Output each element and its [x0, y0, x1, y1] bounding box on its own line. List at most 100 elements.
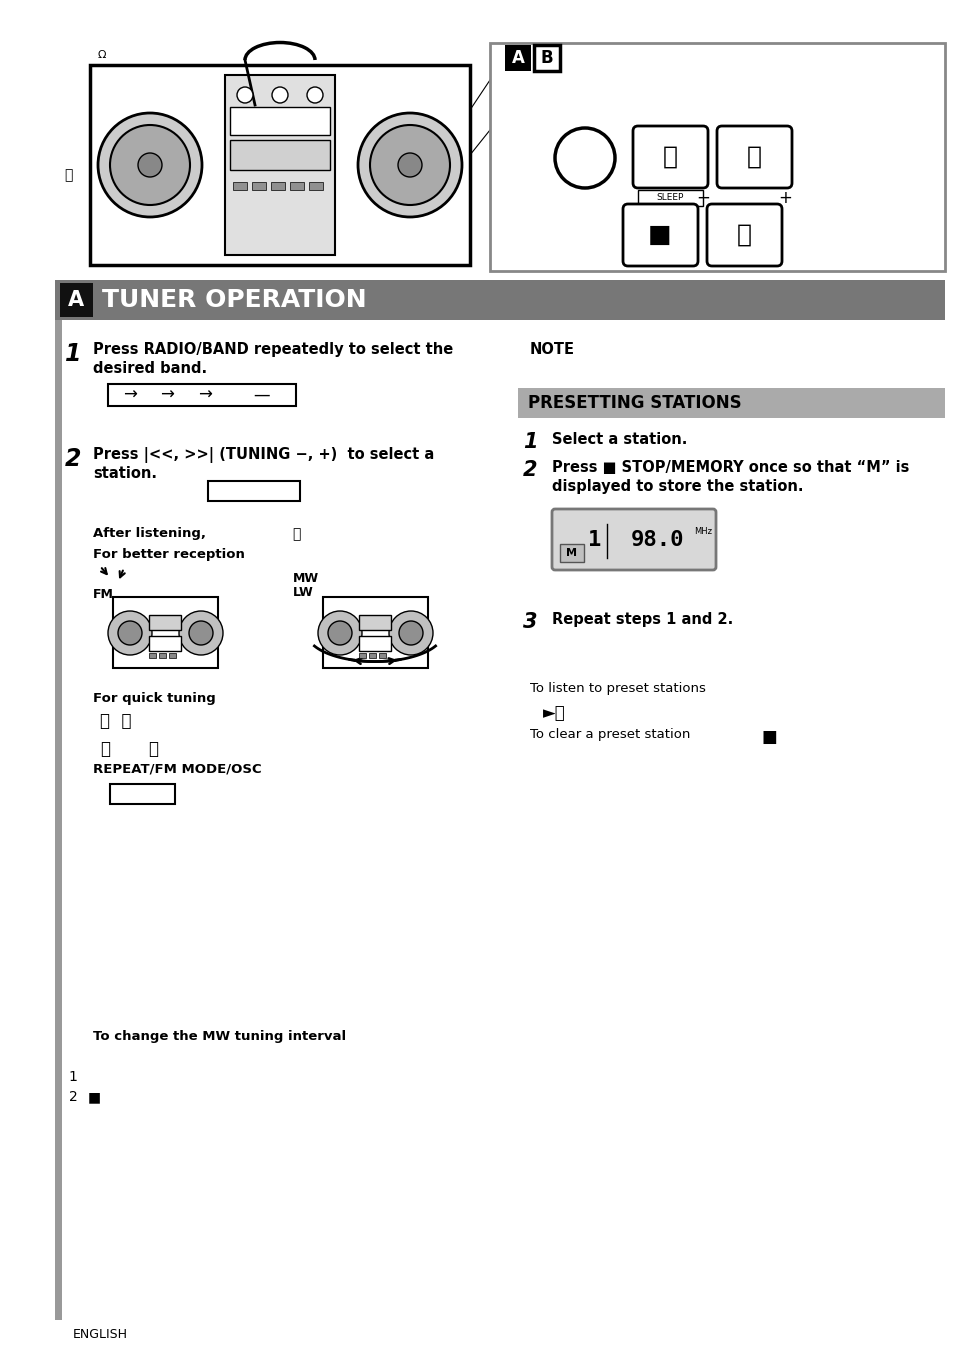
- Text: FM: FM: [92, 588, 113, 601]
- FancyBboxPatch shape: [552, 509, 716, 570]
- Text: ⏭: ⏭: [745, 145, 760, 169]
- Circle shape: [389, 611, 433, 655]
- Bar: [638, 190, 702, 205]
- Bar: [559, 544, 583, 562]
- Text: 1: 1: [588, 530, 601, 550]
- Bar: [169, 653, 175, 658]
- Text: A: A: [511, 49, 524, 68]
- Text: To clear a preset station: To clear a preset station: [530, 728, 690, 740]
- Bar: [230, 141, 330, 170]
- Circle shape: [189, 621, 213, 644]
- Bar: [55, 280, 944, 320]
- Bar: [517, 388, 944, 417]
- Bar: [309, 182, 323, 190]
- Circle shape: [307, 86, 323, 103]
- Text: ⏯: ⏯: [736, 223, 751, 247]
- Text: 1: 1: [65, 342, 81, 366]
- Text: For quick tuning: For quick tuning: [92, 692, 215, 705]
- Circle shape: [272, 86, 288, 103]
- Bar: [60, 282, 92, 317]
- Text: ■: ■: [647, 223, 671, 247]
- Bar: [233, 182, 247, 190]
- Bar: [369, 653, 375, 658]
- Bar: [358, 636, 391, 651]
- Text: LW: LW: [293, 586, 314, 598]
- Text: To change the MW tuning interval: To change the MW tuning interval: [92, 1029, 346, 1043]
- Text: desired band.: desired band.: [92, 361, 207, 376]
- Text: 2: 2: [69, 1090, 77, 1104]
- Text: ⏮: ⏮: [100, 740, 110, 758]
- Text: 3: 3: [522, 612, 537, 632]
- Text: →: →: [198, 386, 212, 404]
- Text: After listening,: After listening,: [92, 527, 206, 540]
- Bar: [159, 653, 166, 658]
- Text: →: →: [123, 386, 137, 404]
- Text: REPEAT/FM MODE/OSC: REPEAT/FM MODE/OSC: [92, 762, 261, 775]
- Text: Select a station.: Select a station.: [552, 432, 687, 447]
- Text: ■: ■: [88, 1090, 101, 1104]
- Text: ⏮: ⏮: [661, 145, 677, 169]
- Bar: [290, 182, 304, 190]
- Text: ⏻: ⏻: [64, 168, 72, 182]
- Circle shape: [317, 611, 361, 655]
- Text: SLEEP: SLEEP: [656, 193, 683, 203]
- Text: ■: ■: [761, 728, 777, 746]
- Text: Press RADIO/BAND repeatedly to select the: Press RADIO/BAND repeatedly to select th…: [92, 342, 453, 357]
- Text: Ω: Ω: [97, 50, 106, 59]
- Text: TUNER OPERATION: TUNER OPERATION: [102, 288, 366, 312]
- Bar: [149, 653, 156, 658]
- Text: 2: 2: [65, 447, 81, 471]
- Bar: [230, 107, 330, 135]
- Text: station.: station.: [92, 466, 157, 481]
- Circle shape: [179, 611, 223, 655]
- Bar: [504, 45, 531, 72]
- FancyBboxPatch shape: [706, 204, 781, 266]
- Text: 1: 1: [522, 432, 537, 453]
- Bar: [149, 615, 181, 630]
- Circle shape: [357, 113, 461, 218]
- Text: 2: 2: [522, 459, 537, 480]
- Bar: [208, 481, 299, 501]
- Text: For better reception: For better reception: [92, 549, 245, 561]
- Bar: [108, 384, 295, 407]
- FancyBboxPatch shape: [622, 204, 698, 266]
- Circle shape: [370, 126, 450, 205]
- Circle shape: [110, 126, 190, 205]
- Text: ⏭: ⏭: [148, 740, 158, 758]
- Text: ⏮  ⏭: ⏮ ⏭: [100, 712, 132, 730]
- Text: MHz: MHz: [693, 527, 711, 535]
- Circle shape: [236, 86, 253, 103]
- Text: displayed to store the station.: displayed to store the station.: [552, 480, 802, 494]
- Text: Repeat steps 1 and 2.: Repeat steps 1 and 2.: [552, 612, 733, 627]
- Circle shape: [397, 153, 421, 177]
- Circle shape: [108, 611, 152, 655]
- FancyBboxPatch shape: [717, 126, 791, 188]
- Text: 1: 1: [69, 1070, 77, 1084]
- Text: PRESETTING STATIONS: PRESETTING STATIONS: [527, 394, 740, 412]
- Text: B: B: [540, 49, 553, 68]
- Bar: [358, 615, 391, 630]
- Circle shape: [328, 621, 352, 644]
- FancyBboxPatch shape: [633, 126, 707, 188]
- Bar: [490, 43, 944, 272]
- Bar: [90, 65, 470, 265]
- Bar: [55, 280, 62, 1320]
- Text: —: —: [253, 386, 270, 404]
- Circle shape: [118, 621, 142, 644]
- Bar: [378, 653, 386, 658]
- Text: NOTE: NOTE: [530, 342, 575, 357]
- Bar: [358, 653, 366, 658]
- Text: ►⏯: ►⏯: [542, 704, 565, 721]
- Bar: [323, 597, 428, 667]
- Text: Press ■ STOP/MEMORY once so that “M” is: Press ■ STOP/MEMORY once so that “M” is: [552, 459, 908, 476]
- Bar: [534, 45, 559, 72]
- Text: M: M: [566, 549, 577, 558]
- Bar: [149, 636, 181, 651]
- Text: −: −: [696, 189, 709, 207]
- Circle shape: [138, 153, 162, 177]
- Bar: [225, 76, 335, 255]
- Circle shape: [98, 113, 202, 218]
- Bar: [252, 182, 266, 190]
- Text: ⏻: ⏻: [292, 527, 300, 540]
- Text: Press |<<, >>| (TUNING −, +)  to select a: Press |<<, >>| (TUNING −, +) to select a: [92, 447, 434, 463]
